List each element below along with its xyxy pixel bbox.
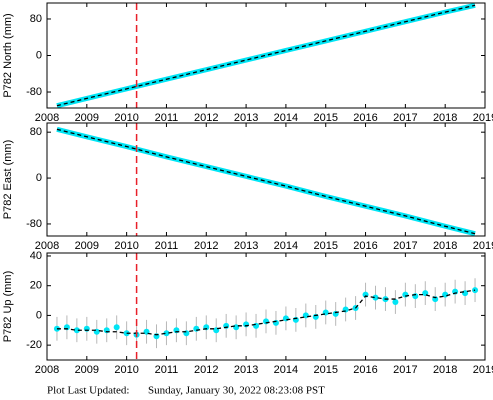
x-tick-label: 2008 [35, 240, 59, 252]
y-tick-label: 20 [30, 280, 42, 292]
y-tick-label: 80 [30, 126, 42, 138]
y-tick-label: -80 [26, 218, 42, 230]
y-tick-label: -80 [26, 86, 42, 98]
x-tick-label: 2013 [234, 240, 258, 252]
x-tick-label: 2012 [194, 112, 218, 124]
data-point [282, 315, 289, 322]
x-tick-label: 2008 [35, 364, 59, 376]
y-tick-label: 0 [36, 172, 42, 184]
model-line [56, 289, 476, 336]
data-point [392, 299, 399, 306]
y-axis-label: P782 Up (mm) [2, 271, 14, 343]
y-axis-label: P782 North (mm) [2, 13, 14, 97]
x-tick-label: 2009 [75, 240, 99, 252]
data-point [73, 327, 80, 334]
plot-area [56, 3, 476, 108]
x-tick-label: 2013 [234, 112, 258, 124]
plot-area [56, 126, 476, 236]
x-tick-label: 2017 [393, 112, 417, 124]
x-tick-label: 2016 [353, 240, 377, 252]
x-tick-label: 2015 [313, 112, 337, 124]
frame [46, 252, 486, 361]
x-tick-label: 2015 [313, 240, 337, 252]
x-tick-label: 2018 [433, 240, 457, 252]
data-point [163, 330, 170, 337]
x-tick-label: 2009 [75, 364, 99, 376]
x-tick-label: 2010 [114, 240, 138, 252]
x-tick-label: 2018 [433, 112, 457, 124]
x-tick-label: 2012 [194, 240, 218, 252]
x-tick-label: 2008 [35, 112, 59, 124]
y-tick-label: 40 [30, 250, 42, 262]
x-tick-label: 2012 [194, 364, 218, 376]
x-tick-label: 2019 [473, 364, 493, 376]
x-tick-label: 2018 [433, 364, 457, 376]
x-tick-label: 2014 [274, 364, 298, 376]
y-axis-label: P782 East (mm) [2, 140, 14, 219]
data-point [372, 294, 379, 301]
x-tick-label: 2016 [353, 112, 377, 124]
frame [46, 122, 486, 237]
x-tick-label: 2010 [114, 112, 138, 124]
x-tick-label: 2016 [353, 364, 377, 376]
x-tick-label: 2017 [393, 364, 417, 376]
data-point [253, 322, 260, 329]
y-tick-label: -20 [26, 339, 42, 351]
model-line [56, 128, 476, 235]
footer-timestamp: Sunday, January 30, 2022 08:23:08 PST [148, 385, 325, 397]
data-point [113, 324, 120, 331]
x-tick-label: 2019 [473, 112, 493, 124]
x-tick-label: 2013 [234, 364, 258, 376]
x-tick-label: 2015 [313, 364, 337, 376]
x-tick-label: 2010 [114, 364, 138, 376]
x-tick-label: 2014 [274, 240, 298, 252]
plot-area [53, 278, 479, 349]
x-tick-label: 2011 [155, 240, 179, 252]
y-tick-label: 80 [30, 13, 42, 25]
x-tick-label: 2019 [473, 240, 493, 252]
model-line [56, 4, 476, 107]
x-tick-label: 2011 [155, 364, 179, 376]
y-tick-label: 0 [36, 49, 42, 61]
x-tick-label: 2014 [274, 112, 298, 124]
y-tick-label: 0 [36, 309, 42, 321]
x-tick-label: 2011 [155, 112, 179, 124]
x-tick-label: 2017 [393, 240, 417, 252]
footer-label: Plot Last Updated: [47, 385, 130, 397]
x-tick-label: 2009 [75, 112, 99, 124]
